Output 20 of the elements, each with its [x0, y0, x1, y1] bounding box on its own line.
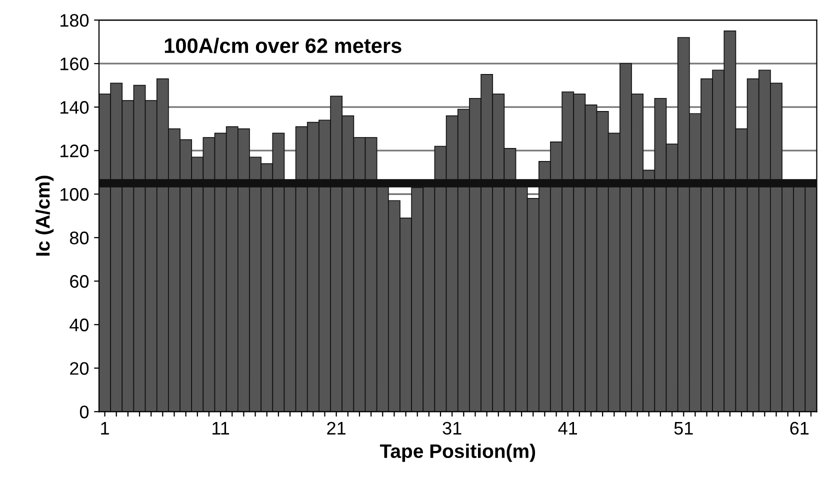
y-tick-label: 120: [60, 144, 89, 158]
y-tick-label: 100: [60, 188, 89, 201]
x-tick-label: 51: [674, 422, 693, 435]
text: 100A/cm over 62 meters: [164, 38, 402, 54]
y-tick-label: 40: [70, 318, 89, 332]
x-tick-label: 61: [790, 422, 809, 435]
y-tick-label: 180: [60, 14, 89, 27]
x-axis-title: Tape Position(m): [380, 444, 536, 462]
y-tick-label: 80: [70, 232, 89, 244]
x-tick-label: 41: [558, 422, 578, 434]
y-tick-label: 140: [60, 101, 89, 114]
x-tick-label: 1: [101, 422, 109, 434]
y-tick-label: 60: [70, 275, 89, 288]
y-axis-title: Ic (A/cm): [35, 176, 54, 256]
y-tick-label: 20: [70, 362, 89, 375]
x-tick-label: 21: [327, 422, 346, 434]
x-tick-label: 11: [212, 422, 230, 434]
y-tick-label: 160: [60, 58, 89, 70]
y-tick-label: 0: [80, 406, 89, 418]
x-tick-label: 31: [442, 422, 462, 435]
